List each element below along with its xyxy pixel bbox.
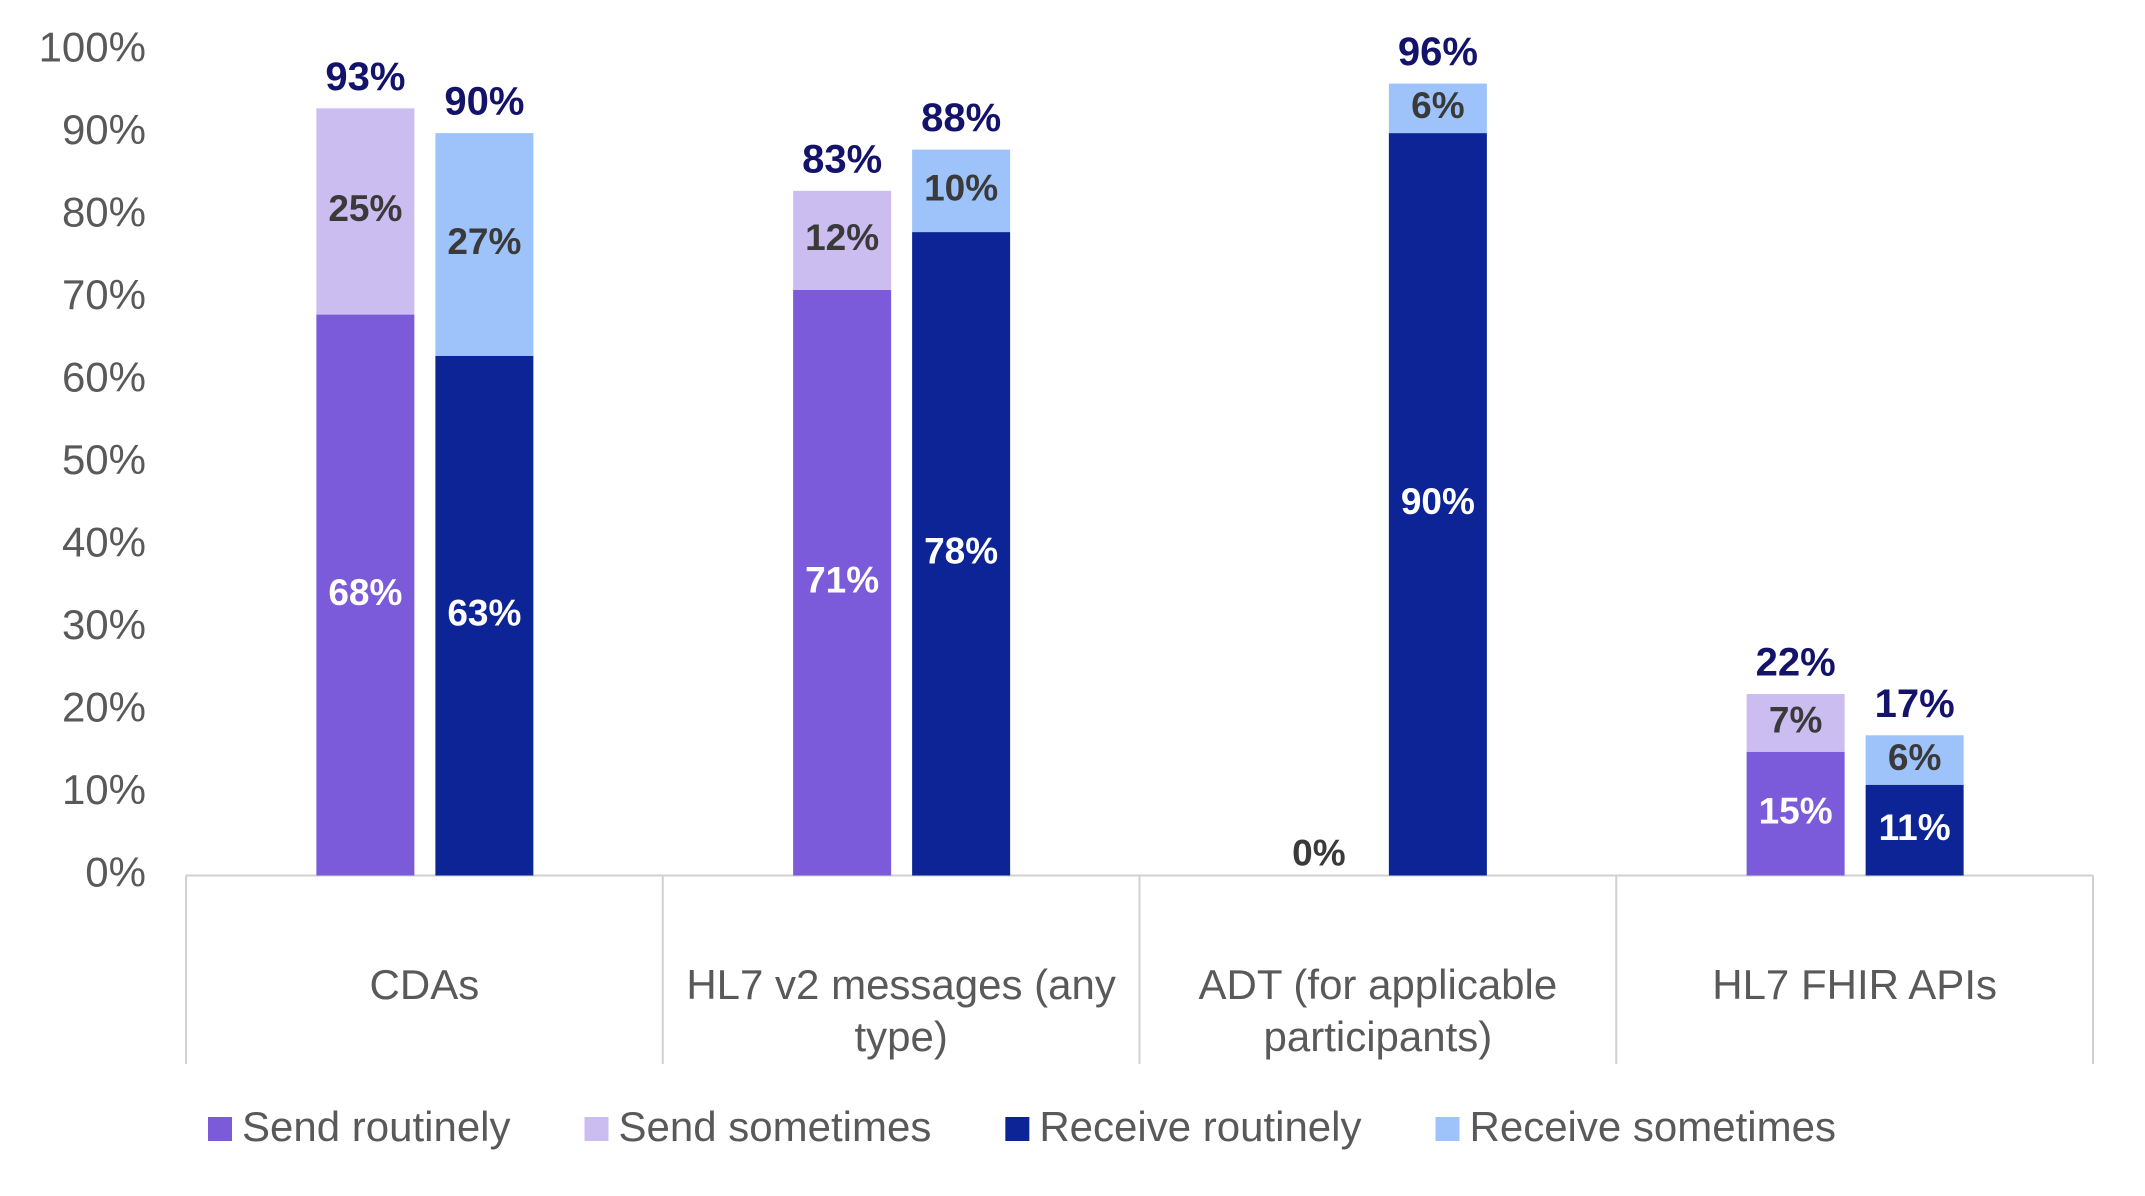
bar-segment — [793, 289, 892, 876]
legend-label: Send routinely — [242, 1103, 511, 1150]
y-tick-label: 70% — [62, 271, 146, 318]
bar-segment — [793, 190, 892, 290]
legend-label: Receive sometimes — [1470, 1103, 1836, 1150]
x-tick-label-line: HL7 v2 messages (any — [686, 961, 1116, 1008]
bar-segment — [1865, 735, 1964, 785]
legend-swatch — [1005, 1117, 1030, 1141]
value-label: 11% — [1879, 807, 1951, 848]
total-label: 17% — [1875, 682, 1955, 726]
x-tick-label-line: type) — [854, 1013, 947, 1060]
x-tick-label: HL7 FHIR APIs — [1712, 961, 1997, 1008]
value-label: 27% — [447, 221, 521, 262]
total-label: 88% — [921, 96, 1001, 140]
y-tick-label: 40% — [62, 519, 146, 566]
value-label: 0% — [1292, 832, 1345, 873]
y-tick-label: 80% — [62, 189, 146, 236]
legend-label: Send sometimes — [619, 1103, 932, 1150]
legend-swatch — [208, 1117, 232, 1141]
legend-label: Receive routinely — [1039, 1103, 1361, 1150]
y-tick-label: 10% — [62, 766, 146, 813]
value-label: 78% — [924, 531, 998, 572]
y-tick-label: 30% — [62, 601, 146, 648]
bar-segment — [435, 355, 534, 876]
bar-segment — [316, 108, 415, 315]
bar-segment — [1746, 694, 1845, 752]
x-tick-label-line: ADT (for applicable — [1199, 961, 1558, 1008]
legend-swatch — [584, 1117, 609, 1141]
bar-segment — [1388, 133, 1487, 876]
value-label: 71% — [805, 559, 879, 600]
y-tick-label: 20% — [62, 684, 146, 731]
value-label: 10% — [924, 168, 998, 209]
x-tick-label-line: participants) — [1263, 1013, 1492, 1060]
total-label: 96% — [1398, 30, 1478, 74]
value-label: 25% — [328, 188, 402, 229]
legend-swatch — [1435, 1117, 1460, 1141]
bar-segment — [912, 149, 1011, 233]
total-label: 93% — [325, 55, 405, 99]
y-tick-label: 0% — [85, 849, 146, 896]
value-label: 15% — [1759, 790, 1833, 831]
value-label: 68% — [328, 572, 402, 613]
x-tick-label: ADT (for applicable participants) — [1199, 961, 1558, 1060]
y-tick-label: 60% — [62, 354, 146, 401]
value-label: 7% — [1769, 700, 1822, 741]
bar-segment — [1388, 83, 1487, 134]
total-label: 22% — [1756, 641, 1836, 685]
value-label: 90% — [1401, 481, 1475, 522]
total-label: 83% — [802, 137, 882, 181]
bar-segment — [316, 314, 415, 876]
y-tick-label: 90% — [62, 106, 146, 153]
value-label: 63% — [447, 592, 521, 633]
bar-segment — [912, 232, 1011, 876]
bar-segment — [1746, 751, 1845, 876]
x-tick-label: CDAs — [370, 961, 480, 1008]
y-tick-label: 50% — [62, 436, 146, 483]
bar-segment — [435, 133, 534, 356]
total-label: 90% — [444, 80, 524, 124]
value-label: 6% — [1888, 737, 1941, 778]
value-label: 12% — [805, 217, 879, 258]
value-label: 6% — [1411, 85, 1464, 126]
bar-segment — [1865, 784, 1964, 876]
y-tick-label: 100% — [39, 24, 146, 71]
x-tick-label: HL7 v2 messages (any type) — [686, 961, 1116, 1060]
